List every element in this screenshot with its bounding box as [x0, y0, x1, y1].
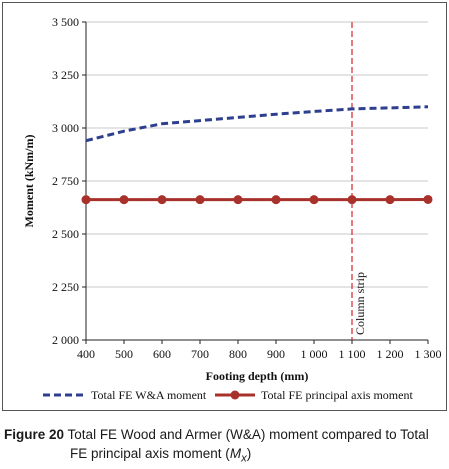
x-tick-label: 500 [115, 347, 133, 361]
x-tick-label: 900 [267, 347, 285, 361]
y-tick-label: 2 500 [52, 227, 79, 241]
x-tick-label: 400 [77, 347, 95, 361]
x-axis-title: Footing depth (mm) [206, 369, 309, 383]
x-tick-label: 1 200 [377, 347, 404, 361]
data-point [81, 195, 91, 205]
figure-frame: 2 000 2 250 2 500 2 750 3 000 3 250 3 500 400 50… [2, 2, 447, 411]
figure-caption: Figure 20 Total FE Wood and Armer (W&A) … [4, 425, 444, 469]
caption-text-line2-prefix: FE principal axis moment ( [70, 446, 230, 461]
data-point [271, 195, 281, 205]
y-tick-label: 2 000 [52, 333, 79, 347]
annotations: Column strip [351, 22, 367, 340]
y-tick-label: 3 500 [52, 15, 79, 29]
x-tick-label: 1 300 [415, 347, 442, 361]
x-tick-label: 600 [153, 347, 171, 361]
x-tick-label: 1 000 [301, 347, 328, 361]
y-tick-label: 2 750 [52, 174, 79, 188]
data-point [347, 195, 357, 205]
tick-labels: 2 000 2 250 2 500 2 750 3 000 3 250 3 500 400 50… [52, 15, 442, 361]
legend-marker-principal-moment [230, 390, 240, 400]
y-tick-label: 3 250 [52, 68, 79, 82]
data-point [385, 195, 395, 205]
data-point [157, 195, 167, 205]
column-strip-label: Column strip [353, 272, 367, 335]
y-tick-label: 3 000 [52, 121, 79, 135]
chart: 2 000 2 250 2 500 2 750 3 000 3 250 3 500 400 50… [22, 15, 442, 402]
data-point [119, 195, 129, 205]
y-axis-title: Moment (kNm/m) [22, 135, 36, 228]
y-tick-label: 2 250 [52, 280, 79, 294]
series-line-wa-moment [85, 105, 429, 143]
legend-label-wa-moment: Total FE W&A moment [91, 388, 207, 402]
data-point [309, 195, 319, 205]
x-tick-label: 700 [191, 347, 209, 361]
data-point [195, 195, 205, 205]
caption-text-line1: Total FE Wood and Armer (W&A) moment com… [67, 427, 429, 442]
axes [82, 21, 429, 344]
caption-symbol: M [229, 446, 242, 461]
caption-text-line2-suffix: ) [246, 446, 252, 461]
caption-subscript: x [241, 452, 247, 465]
legend-label-principal-moment: Total FE principal axis moment [261, 388, 413, 402]
caption-label: Figure 20 [4, 427, 65, 442]
x-tick-label: 1 100 [339, 347, 366, 361]
grid-lines [86, 21, 428, 288]
data-point [233, 195, 243, 205]
legend: Total FE W&A moment Total FE principal ax… [43, 388, 413, 402]
data-point [423, 194, 433, 204]
x-tick-label: 800 [229, 347, 247, 361]
series [81, 105, 433, 205]
